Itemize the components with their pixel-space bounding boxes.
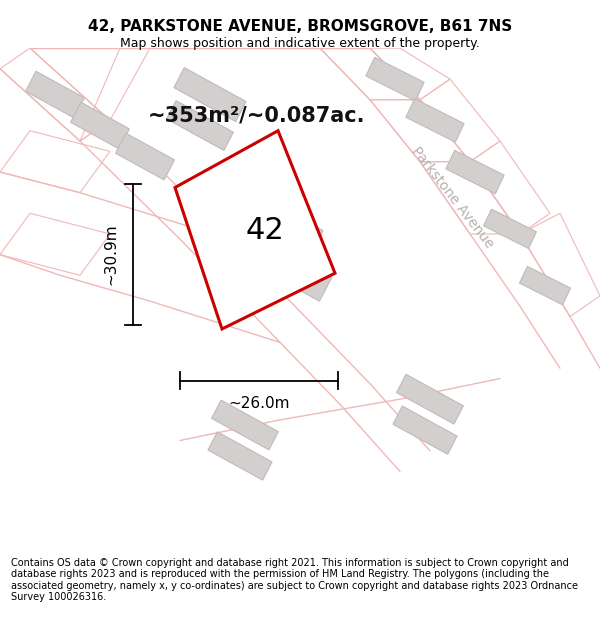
Polygon shape	[212, 400, 278, 450]
Polygon shape	[484, 209, 536, 249]
Polygon shape	[175, 131, 335, 329]
Polygon shape	[406, 99, 464, 142]
Polygon shape	[257, 201, 323, 256]
Text: 42: 42	[245, 216, 284, 244]
Polygon shape	[167, 101, 233, 151]
Polygon shape	[268, 249, 332, 301]
Polygon shape	[393, 406, 457, 454]
Polygon shape	[208, 432, 272, 480]
Text: Parkstone Avenue: Parkstone Avenue	[408, 144, 496, 251]
Polygon shape	[520, 266, 571, 305]
Text: Contains OS data © Crown copyright and database right 2021. This information is : Contains OS data © Crown copyright and d…	[11, 558, 578, 602]
Polygon shape	[71, 102, 130, 149]
Polygon shape	[446, 150, 504, 194]
Text: Map shows position and indicative extent of the property.: Map shows position and indicative extent…	[120, 38, 480, 50]
Text: ~26.0m: ~26.0m	[228, 396, 290, 411]
Polygon shape	[366, 58, 424, 101]
Polygon shape	[26, 71, 85, 118]
Text: ~30.9m: ~30.9m	[104, 224, 119, 286]
Polygon shape	[174, 68, 246, 122]
Polygon shape	[397, 374, 463, 424]
Polygon shape	[116, 133, 175, 180]
Text: 42, PARKSTONE AVENUE, BROMSGROVE, B61 7NS: 42, PARKSTONE AVENUE, BROMSGROVE, B61 7N…	[88, 19, 512, 34]
Text: ~353m²/~0.087ac.: ~353m²/~0.087ac.	[148, 105, 365, 125]
